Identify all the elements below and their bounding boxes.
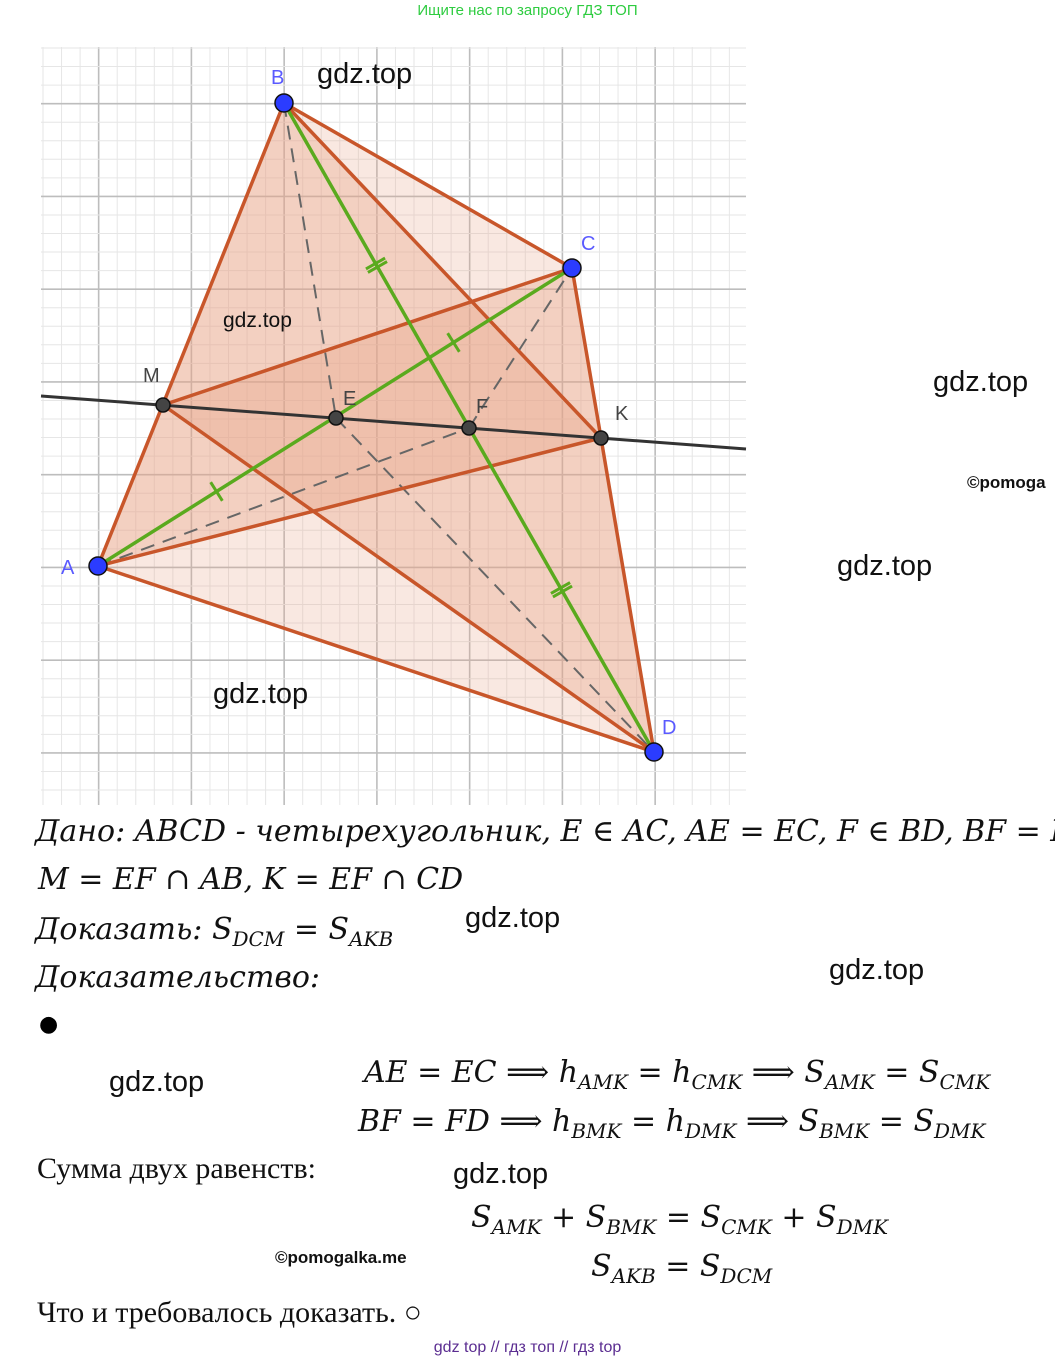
- dashed-segment-ED: [335, 417, 655, 753]
- footer-links[interactable]: gdz top // гдз топ // гдз top: [433, 1339, 622, 1356]
- watermark: gdz.top: [317, 58, 413, 90]
- equal-tick-mark: [367, 260, 388, 274]
- point-label-F: F: [476, 396, 488, 418]
- watermark: gdz.top: [837, 550, 933, 582]
- watermark: gdz.top: [213, 678, 309, 710]
- geometry-diagram: A B C D E F M K: [40, 47, 747, 805]
- watermark: gdz.top: [109, 1066, 205, 1098]
- dashed-segment-FC: [468, 267, 573, 429]
- point-E: [328, 410, 344, 426]
- equal-tick-mark: [209, 481, 224, 502]
- point-D: [644, 742, 664, 762]
- point-K: [593, 430, 609, 446]
- segment-AD: [97, 564, 655, 754]
- proof-label: Доказательство:: [35, 960, 321, 995]
- equal-tick-mark: [365, 256, 386, 271]
- bullet: ●: [39, 1012, 59, 1037]
- point-label-B: B: [271, 67, 284, 89]
- watermark: gdz.top: [465, 902, 561, 934]
- copyright: ©pomogalka.me: [275, 1248, 407, 1267]
- equal-tick-mark: [552, 584, 573, 599]
- segment-BC: [283, 101, 573, 270]
- prove-statement: Доказать: SDCM = SAKB: [35, 912, 394, 951]
- equation-2: BF = FD ⟹ hBMK = hDMK ⟹ SBMK = SDMK: [358, 1104, 986, 1143]
- point-label-M: M: [143, 365, 160, 387]
- point-C: [562, 258, 582, 278]
- segment-BK: [282, 101, 603, 440]
- watermark: gdz.top: [933, 366, 1029, 398]
- watermark: gdz.top: [829, 954, 925, 986]
- given-line-1: Дано: ABCD - четырехугольник, E ∈ AC, AE…: [35, 814, 1055, 849]
- copyright: ©pomoga: [967, 473, 1046, 492]
- given-line-2: M = EF ∩ AB, K = EF ∩ CD: [38, 862, 464, 897]
- segment-KD: [599, 437, 656, 753]
- segment-AB: [96, 102, 286, 567]
- triangle-akb: [98, 103, 601, 566]
- top-banner: Ищите нас по запросу ГДЗ ТОП: [417, 2, 638, 19]
- sum-label: Сумма двух равенств:: [37, 1152, 316, 1185]
- point-label-D: D: [662, 717, 676, 739]
- equation-4: SAKB = SDCM: [591, 1249, 773, 1288]
- watermark: gdz.top: [223, 309, 292, 332]
- dashed-segment-BE: [283, 102, 337, 419]
- conclusion: Что и требовалось доказать. ○: [37, 1296, 422, 1329]
- watermark: gdz.top: [453, 1158, 549, 1190]
- quadrilateral-abcd: [98, 103, 654, 752]
- segment-CK: [570, 267, 603, 439]
- point-label-C: C: [581, 233, 595, 255]
- point-B: [274, 93, 294, 113]
- triangle-dcm: [163, 268, 654, 752]
- point-label-K: K: [615, 403, 629, 425]
- equation-1: AE = EC ⟹ hAMK = hCMK ⟹ SAMK = SCMK: [364, 1055, 991, 1094]
- point-A: [88, 556, 108, 576]
- equal-tick-mark: [446, 332, 461, 353]
- segment-MD: [161, 403, 656, 754]
- equation-3: SAMK + SBMK = SCMK + SDMK: [471, 1200, 889, 1239]
- point-label-A: A: [61, 557, 75, 579]
- point-label-E: E: [343, 388, 356, 410]
- segment-AK: [97, 436, 602, 568]
- point-F: [461, 420, 477, 436]
- dashed-segment-AF: [97, 427, 470, 567]
- equal-tick-mark: [550, 581, 571, 595]
- segment-MC: [162, 266, 573, 407]
- point-M: [155, 397, 171, 413]
